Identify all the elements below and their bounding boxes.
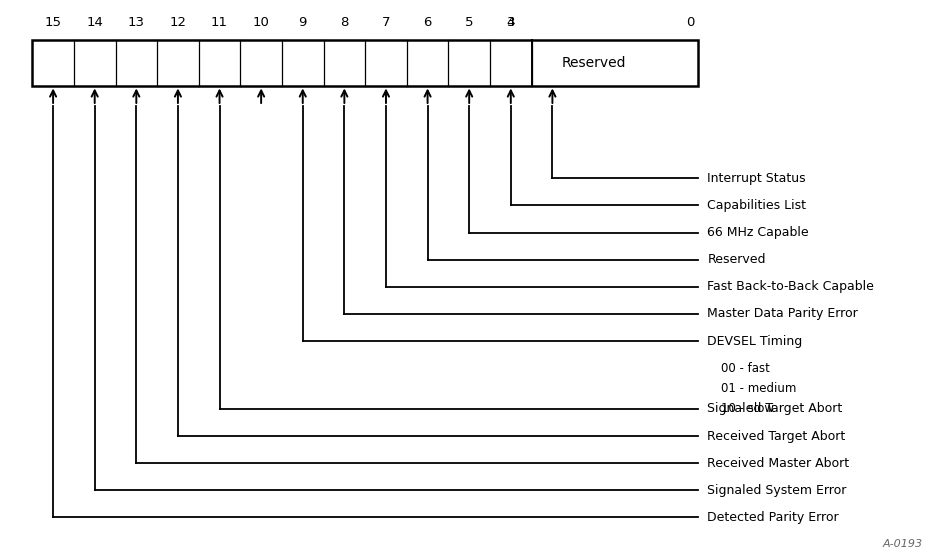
Text: DEVSEL Timing: DEVSEL Timing xyxy=(708,334,802,348)
Text: Received Target Abort: Received Target Abort xyxy=(708,430,846,442)
Text: A-0193: A-0193 xyxy=(883,539,923,549)
Text: 8: 8 xyxy=(341,16,348,29)
Text: Signaled System Error: Signaled System Error xyxy=(708,484,847,497)
Text: Reserved: Reserved xyxy=(562,56,626,70)
Text: 00 - fast: 00 - fast xyxy=(722,362,770,375)
Text: Fast Back-to-Back Capable: Fast Back-to-Back Capable xyxy=(708,281,874,293)
Text: 01 - medium: 01 - medium xyxy=(722,382,797,395)
Text: 66 MHz Capable: 66 MHz Capable xyxy=(708,226,809,239)
Text: 7: 7 xyxy=(382,16,390,29)
Text: Reserved: Reserved xyxy=(708,253,766,266)
Text: 3: 3 xyxy=(506,16,515,29)
Text: 0: 0 xyxy=(687,16,694,29)
Text: 9: 9 xyxy=(299,16,307,29)
Text: Detected Parity Error: Detected Parity Error xyxy=(708,511,839,524)
Text: 4: 4 xyxy=(507,16,515,29)
Text: Interrupt Status: Interrupt Status xyxy=(708,172,806,185)
Text: 13: 13 xyxy=(128,16,145,29)
Text: 15: 15 xyxy=(44,16,61,29)
Text: 14: 14 xyxy=(86,16,103,29)
Text: 10 - slow: 10 - slow xyxy=(722,403,775,416)
Text: 11: 11 xyxy=(211,16,228,29)
Text: Signaled Target Abort: Signaled Target Abort xyxy=(708,403,843,416)
Text: 6: 6 xyxy=(424,16,431,29)
Text: Received Master Abort: Received Master Abort xyxy=(708,456,850,470)
Text: Capabilities List: Capabilities List xyxy=(708,199,806,212)
Text: Master Data Parity Error: Master Data Parity Error xyxy=(708,307,858,320)
Text: 12: 12 xyxy=(169,16,186,29)
Text: 5: 5 xyxy=(464,16,473,29)
Text: 10: 10 xyxy=(253,16,270,29)
Bar xyxy=(32,40,698,86)
